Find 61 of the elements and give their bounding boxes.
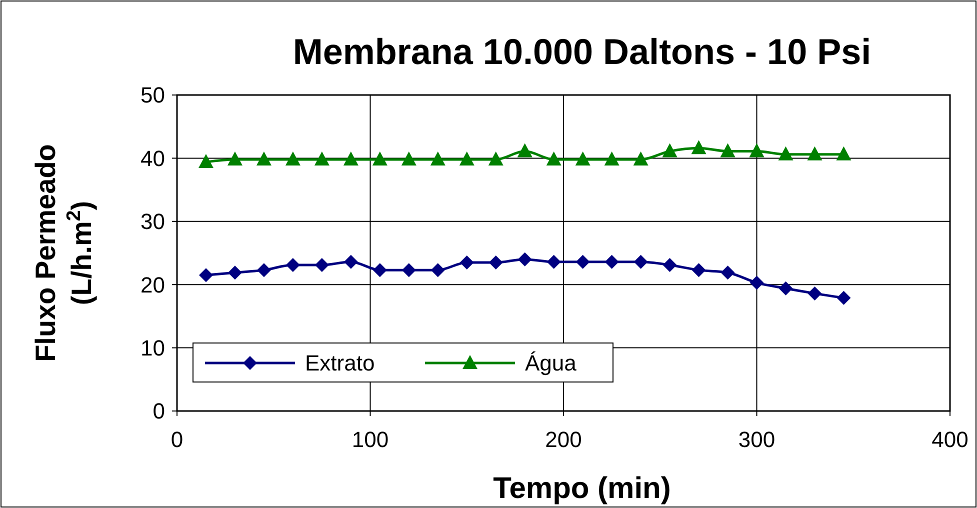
point <box>662 258 677 272</box>
x-tick-label: 200 <box>545 427 582 452</box>
point <box>488 255 503 270</box>
point <box>517 143 532 158</box>
x-tick-label: 400 <box>932 427 968 452</box>
point <box>836 146 852 160</box>
point <box>198 154 214 168</box>
point <box>228 266 242 280</box>
point <box>286 258 300 272</box>
point <box>430 151 446 166</box>
point <box>692 263 706 278</box>
point <box>256 263 271 278</box>
point <box>749 143 764 158</box>
point <box>633 151 648 166</box>
point <box>314 151 330 166</box>
point <box>720 266 735 280</box>
point <box>402 263 416 278</box>
x-tick-label: 100 <box>352 427 389 452</box>
point <box>778 146 794 160</box>
point <box>401 151 416 166</box>
point <box>750 276 764 290</box>
point <box>372 263 387 278</box>
chart-title: Membrana 10.000 Daltons - 10 Psi <box>292 31 872 72</box>
point <box>604 151 620 166</box>
point <box>807 146 822 160</box>
point <box>198 268 213 282</box>
point <box>808 286 822 300</box>
point <box>604 254 619 269</box>
point <box>662 143 678 158</box>
point <box>720 143 736 158</box>
point <box>518 252 532 266</box>
point <box>372 151 388 166</box>
point <box>227 151 242 166</box>
point <box>546 151 562 166</box>
point <box>314 258 329 272</box>
y-tick-label: 20 <box>140 272 165 298</box>
point <box>344 254 358 269</box>
x-axis-title: Tempo (min) <box>493 472 671 505</box>
point <box>634 254 648 269</box>
point <box>691 140 706 154</box>
point <box>575 151 590 166</box>
point <box>460 255 474 270</box>
y-tick-label: 40 <box>140 146 165 171</box>
point <box>778 281 793 296</box>
x-tick-label: 300 <box>738 427 776 452</box>
legend-label: Água <box>525 350 578 376</box>
point <box>488 151 504 166</box>
point <box>256 151 272 166</box>
point <box>285 151 300 166</box>
point <box>546 254 561 269</box>
legend-label: Extrato <box>305 350 375 376</box>
y-tick-label: 50 <box>140 82 165 108</box>
point <box>343 151 358 166</box>
point <box>430 263 445 278</box>
y-tick-label: 10 <box>140 336 165 360</box>
point <box>459 151 474 166</box>
y-tick-label: 30 <box>140 209 165 234</box>
y-tick-label: 0 <box>152 398 165 424</box>
x-tick-label: 0 <box>170 427 184 452</box>
point <box>836 290 851 305</box>
point <box>576 254 590 269</box>
